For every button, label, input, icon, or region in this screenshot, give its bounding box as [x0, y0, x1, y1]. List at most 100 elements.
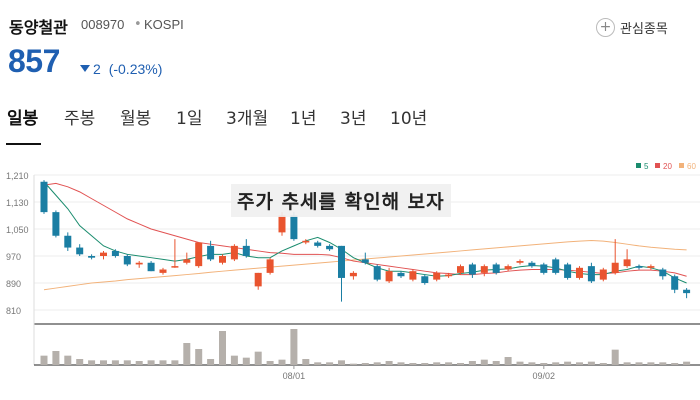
candle-body — [445, 274, 453, 277]
volume-bar — [88, 360, 96, 365]
volume-bar — [338, 360, 345, 365]
volume-bar — [480, 359, 488, 365]
tab-1day[interactable]: 1일 — [176, 109, 203, 129]
price-change: 2 (-0.23%) — [80, 61, 162, 77]
candle-body — [468, 264, 476, 275]
candle-body — [492, 264, 500, 273]
volume-bar — [254, 351, 262, 365]
candle-body — [171, 266, 179, 268]
candle-body — [516, 261, 524, 263]
volume-bar — [242, 357, 250, 365]
candle-body — [88, 256, 96, 258]
candle-body — [326, 245, 334, 250]
volume-bar — [409, 363, 417, 365]
volume-bar — [647, 362, 655, 365]
candle-body — [421, 276, 429, 283]
candle-body — [52, 212, 60, 236]
tab-monthly[interactable]: 월봉 — [120, 109, 152, 129]
stock-code: 008970 — [81, 17, 125, 32]
volume-bar — [230, 355, 238, 365]
volume-bar — [599, 363, 607, 365]
tab-3year[interactable]: 3년 — [340, 109, 367, 129]
volume-bar — [361, 363, 369, 365]
candle-body — [647, 266, 655, 268]
candle-body — [183, 259, 191, 263]
candle-body — [219, 256, 226, 263]
volume-bar — [349, 363, 357, 365]
tab-weekly[interactable]: 주봉 — [64, 109, 96, 129]
add-favorite-button[interactable]: + 관심종목 — [596, 16, 668, 38]
legend-label: 20 — [663, 162, 672, 171]
volume-bar — [528, 362, 536, 365]
x-tick-label: 08/01 — [283, 371, 306, 381]
candle-body — [623, 259, 631, 267]
candle-body — [564, 264, 572, 278]
volume-bar — [171, 360, 179, 365]
volume-bar — [397, 362, 405, 365]
volume-bar — [635, 362, 643, 365]
current-price: 857 — [8, 43, 60, 79]
tab-10year[interactable]: 10년 — [390, 109, 428, 129]
volume-bar — [623, 362, 631, 365]
volume-bar — [159, 360, 167, 365]
volume-bar — [40, 355, 48, 365]
volume-bar — [445, 362, 453, 365]
candle-body — [207, 245, 215, 260]
down-triangle-icon — [80, 65, 90, 72]
legend-swatch — [636, 163, 641, 168]
plus-icon: + — [596, 17, 615, 37]
candle-body — [540, 264, 548, 273]
candle-body — [433, 272, 441, 280]
candle-body — [147, 262, 155, 272]
candle-body — [409, 271, 417, 280]
volume-bar — [576, 362, 583, 365]
candle-body — [100, 252, 107, 256]
volume-bar — [76, 359, 84, 365]
favorite-label: 관심종목 — [620, 21, 668, 37]
volume-bar — [326, 362, 334, 365]
volume-bar — [433, 362, 441, 365]
candle-body — [242, 245, 250, 256]
volume-bar — [385, 361, 393, 365]
volume-bar — [492, 361, 500, 365]
candle-body — [40, 181, 48, 213]
volume-bar — [373, 362, 381, 365]
volume-bar — [564, 361, 572, 365]
active-tab-indicator — [6, 143, 41, 145]
tab-3month[interactable]: 3개월 — [226, 109, 269, 129]
candle-body — [528, 262, 536, 267]
candle-body — [266, 259, 274, 273]
volume-bar — [302, 359, 310, 365]
y-tick-label: 1,130 — [6, 198, 29, 208]
volume-bar — [457, 363, 464, 365]
tab-daily[interactable]: 일봉 — [7, 109, 39, 129]
volume-bar — [468, 361, 476, 365]
candle-body — [195, 242, 203, 267]
volume-bar — [64, 355, 72, 365]
volume-bar — [183, 343, 191, 365]
candle-body — [397, 272, 405, 277]
separator-dot: • — [134, 17, 142, 32]
candle-body — [373, 266, 381, 280]
candle-body — [671, 276, 679, 290]
volume-bar — [659, 362, 667, 365]
volume-bar — [290, 329, 298, 365]
candle-body — [385, 271, 393, 282]
candle-body — [278, 215, 286, 233]
volume-bar — [587, 361, 595, 365]
candle-body — [230, 245, 238, 260]
stock-market: KOSPI — [144, 17, 184, 32]
volume-bar — [123, 360, 131, 365]
change-percent: (-0.23%) — [108, 61, 163, 77]
y-tick-label: 890 — [6, 279, 21, 289]
candle-body — [76, 247, 84, 255]
candle-body — [123, 256, 131, 265]
tab-1year[interactable]: 1년 — [290, 109, 317, 129]
candle-body — [552, 259, 560, 273]
volume-bar — [683, 361, 691, 365]
period-tabs: 일봉 주봉 월봉 1일 3개월 1년 3년 10년 — [0, 100, 700, 140]
candle-body — [361, 259, 369, 263]
legend-label: 60 — [687, 162, 696, 171]
volume-bar — [516, 361, 524, 365]
legend-swatch — [655, 163, 660, 168]
